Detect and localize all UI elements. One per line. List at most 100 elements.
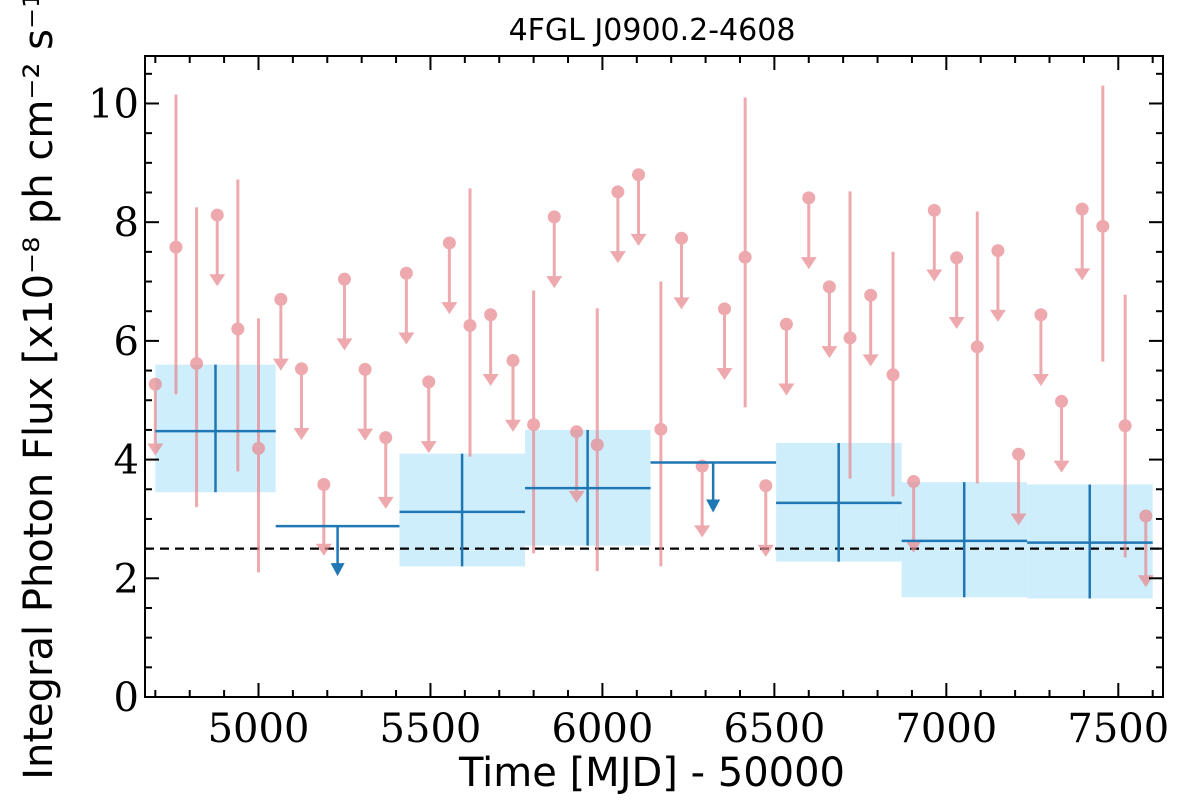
- fine-point-marker: [169, 240, 183, 254]
- fine-point-marker: [527, 418, 541, 432]
- fine-upper-limit-arrow: [1074, 268, 1091, 281]
- fine-point-marker: [148, 377, 162, 391]
- fine-upper-limit-arrow: [673, 297, 690, 310]
- fine-point: [926, 203, 943, 282]
- fine-point-marker: [950, 251, 964, 265]
- fine-point-marker: [802, 191, 816, 205]
- fine-point: [948, 251, 965, 330]
- fine-point: [209, 208, 226, 287]
- x-tick-label: 6000: [552, 706, 654, 752]
- fine-point: [800, 191, 817, 270]
- fine-point: [568, 425, 585, 503]
- coarse-bin: [275, 524, 400, 577]
- fine-point-marker: [864, 288, 878, 302]
- fine-upper-limit-arrow: [336, 338, 353, 351]
- fine-point: [630, 168, 647, 246]
- fine-upper-limit-arrow: [800, 257, 817, 270]
- fine-point: [482, 308, 499, 386]
- fine-point: [694, 459, 711, 538]
- fine-point-marker: [738, 250, 752, 264]
- fine-point: [293, 362, 310, 441]
- x-tick-label: 7000: [895, 706, 997, 752]
- fine-point: [1032, 308, 1049, 386]
- fine-upper-limit-arrow: [821, 346, 838, 359]
- coarse-bin: [776, 442, 902, 562]
- fine-upper-limit-arrow: [989, 309, 1006, 322]
- y-tick-label: 2: [114, 556, 139, 602]
- fine-point-marker: [463, 318, 477, 332]
- fine-upper-limit-arrow: [757, 544, 774, 557]
- fine-point-marker: [294, 362, 308, 376]
- fine-point-marker: [379, 431, 393, 445]
- fine-point-marker: [718, 302, 732, 316]
- fine-point-marker: [231, 322, 245, 336]
- fine-upper-limit-arrow: [694, 525, 711, 538]
- fine-upper-limit-arrow: [609, 251, 626, 264]
- fine-point-marker: [991, 244, 1005, 258]
- fine-upper-limit-arrow: [315, 543, 332, 556]
- fine-points-group: [147, 85, 1154, 588]
- fine-point: [251, 318, 265, 573]
- fine-point: [357, 362, 374, 441]
- fine-upper-limit-arrow: [546, 276, 563, 289]
- fine-point: [673, 231, 690, 310]
- coarse-bin: [525, 429, 651, 546]
- fine-point: [778, 317, 795, 396]
- fine-point: [377, 431, 394, 509]
- fine-upper-limit-arrow: [778, 383, 795, 396]
- fine-upper-limit-arrow: [1032, 373, 1049, 386]
- fine-point-marker: [654, 422, 668, 436]
- fine-point: [441, 236, 458, 315]
- fine-point: [590, 308, 604, 572]
- fine-point: [1118, 294, 1132, 558]
- plot-frame: [144, 55, 1164, 698]
- fine-point: [654, 281, 668, 567]
- fine-point-marker: [1118, 419, 1132, 433]
- fine-point: [527, 290, 541, 554]
- coarse-upper-limit-arrow: [330, 563, 345, 577]
- fine-upper-limit-arrow: [1053, 460, 1070, 473]
- fine-point-marker: [317, 478, 331, 492]
- fine-point-marker: [675, 231, 689, 245]
- coarse-bin: [155, 364, 276, 493]
- x-tick-label: 5500: [380, 706, 482, 752]
- fine-point: [420, 375, 437, 454]
- fine-point-marker: [358, 362, 372, 376]
- fine-point-marker: [927, 203, 941, 217]
- fine-upper-limit-arrow: [377, 496, 394, 509]
- fine-upper-limit-arrow: [504, 419, 521, 432]
- fine-point: [272, 292, 289, 371]
- fine-point-marker: [1096, 219, 1110, 233]
- fine-point: [336, 272, 353, 351]
- x-axis-label: Time [MJD] - 50000: [458, 750, 845, 796]
- coarse-bin-bands: [155, 364, 1153, 599]
- fine-point: [862, 288, 879, 367]
- fine-point: [463, 188, 477, 457]
- y-tick-label: 8: [114, 200, 139, 246]
- fine-point-marker: [399, 266, 413, 280]
- y-axis-label: Integral Photon Flux [x10⁻⁸ ph cm⁻² s⁻¹]: [16, 0, 62, 780]
- fine-point-marker: [442, 236, 456, 250]
- fine-point-marker: [907, 475, 921, 489]
- y-tick-label: 4: [114, 438, 139, 484]
- fine-point-marker: [1075, 202, 1089, 216]
- fine-point-marker: [337, 272, 351, 286]
- coarse-bin: [650, 461, 777, 513]
- fine-upper-limit-arrow: [357, 428, 374, 441]
- fine-point-marker: [1055, 394, 1069, 408]
- fine-point: [1010, 447, 1027, 526]
- fine-point: [504, 353, 521, 432]
- x-tick-label: 7500: [1067, 706, 1169, 752]
- fine-point: [1074, 202, 1091, 281]
- fine-point-marker: [547, 210, 561, 224]
- axis-ticks: 5000 5500 6000 6500 7000 7500 0 2 4 6 8 10: [88, 56, 1169, 752]
- coarse-bins-group: [155, 364, 1153, 599]
- fine-point-marker: [484, 308, 498, 322]
- fine-upper-limit-arrow: [948, 317, 965, 330]
- fine-upper-limit-arrow: [209, 274, 226, 287]
- fine-point: [231, 179, 245, 472]
- fine-point-marker: [1139, 509, 1153, 523]
- fine-point: [821, 280, 838, 359]
- fine-point: [315, 478, 332, 556]
